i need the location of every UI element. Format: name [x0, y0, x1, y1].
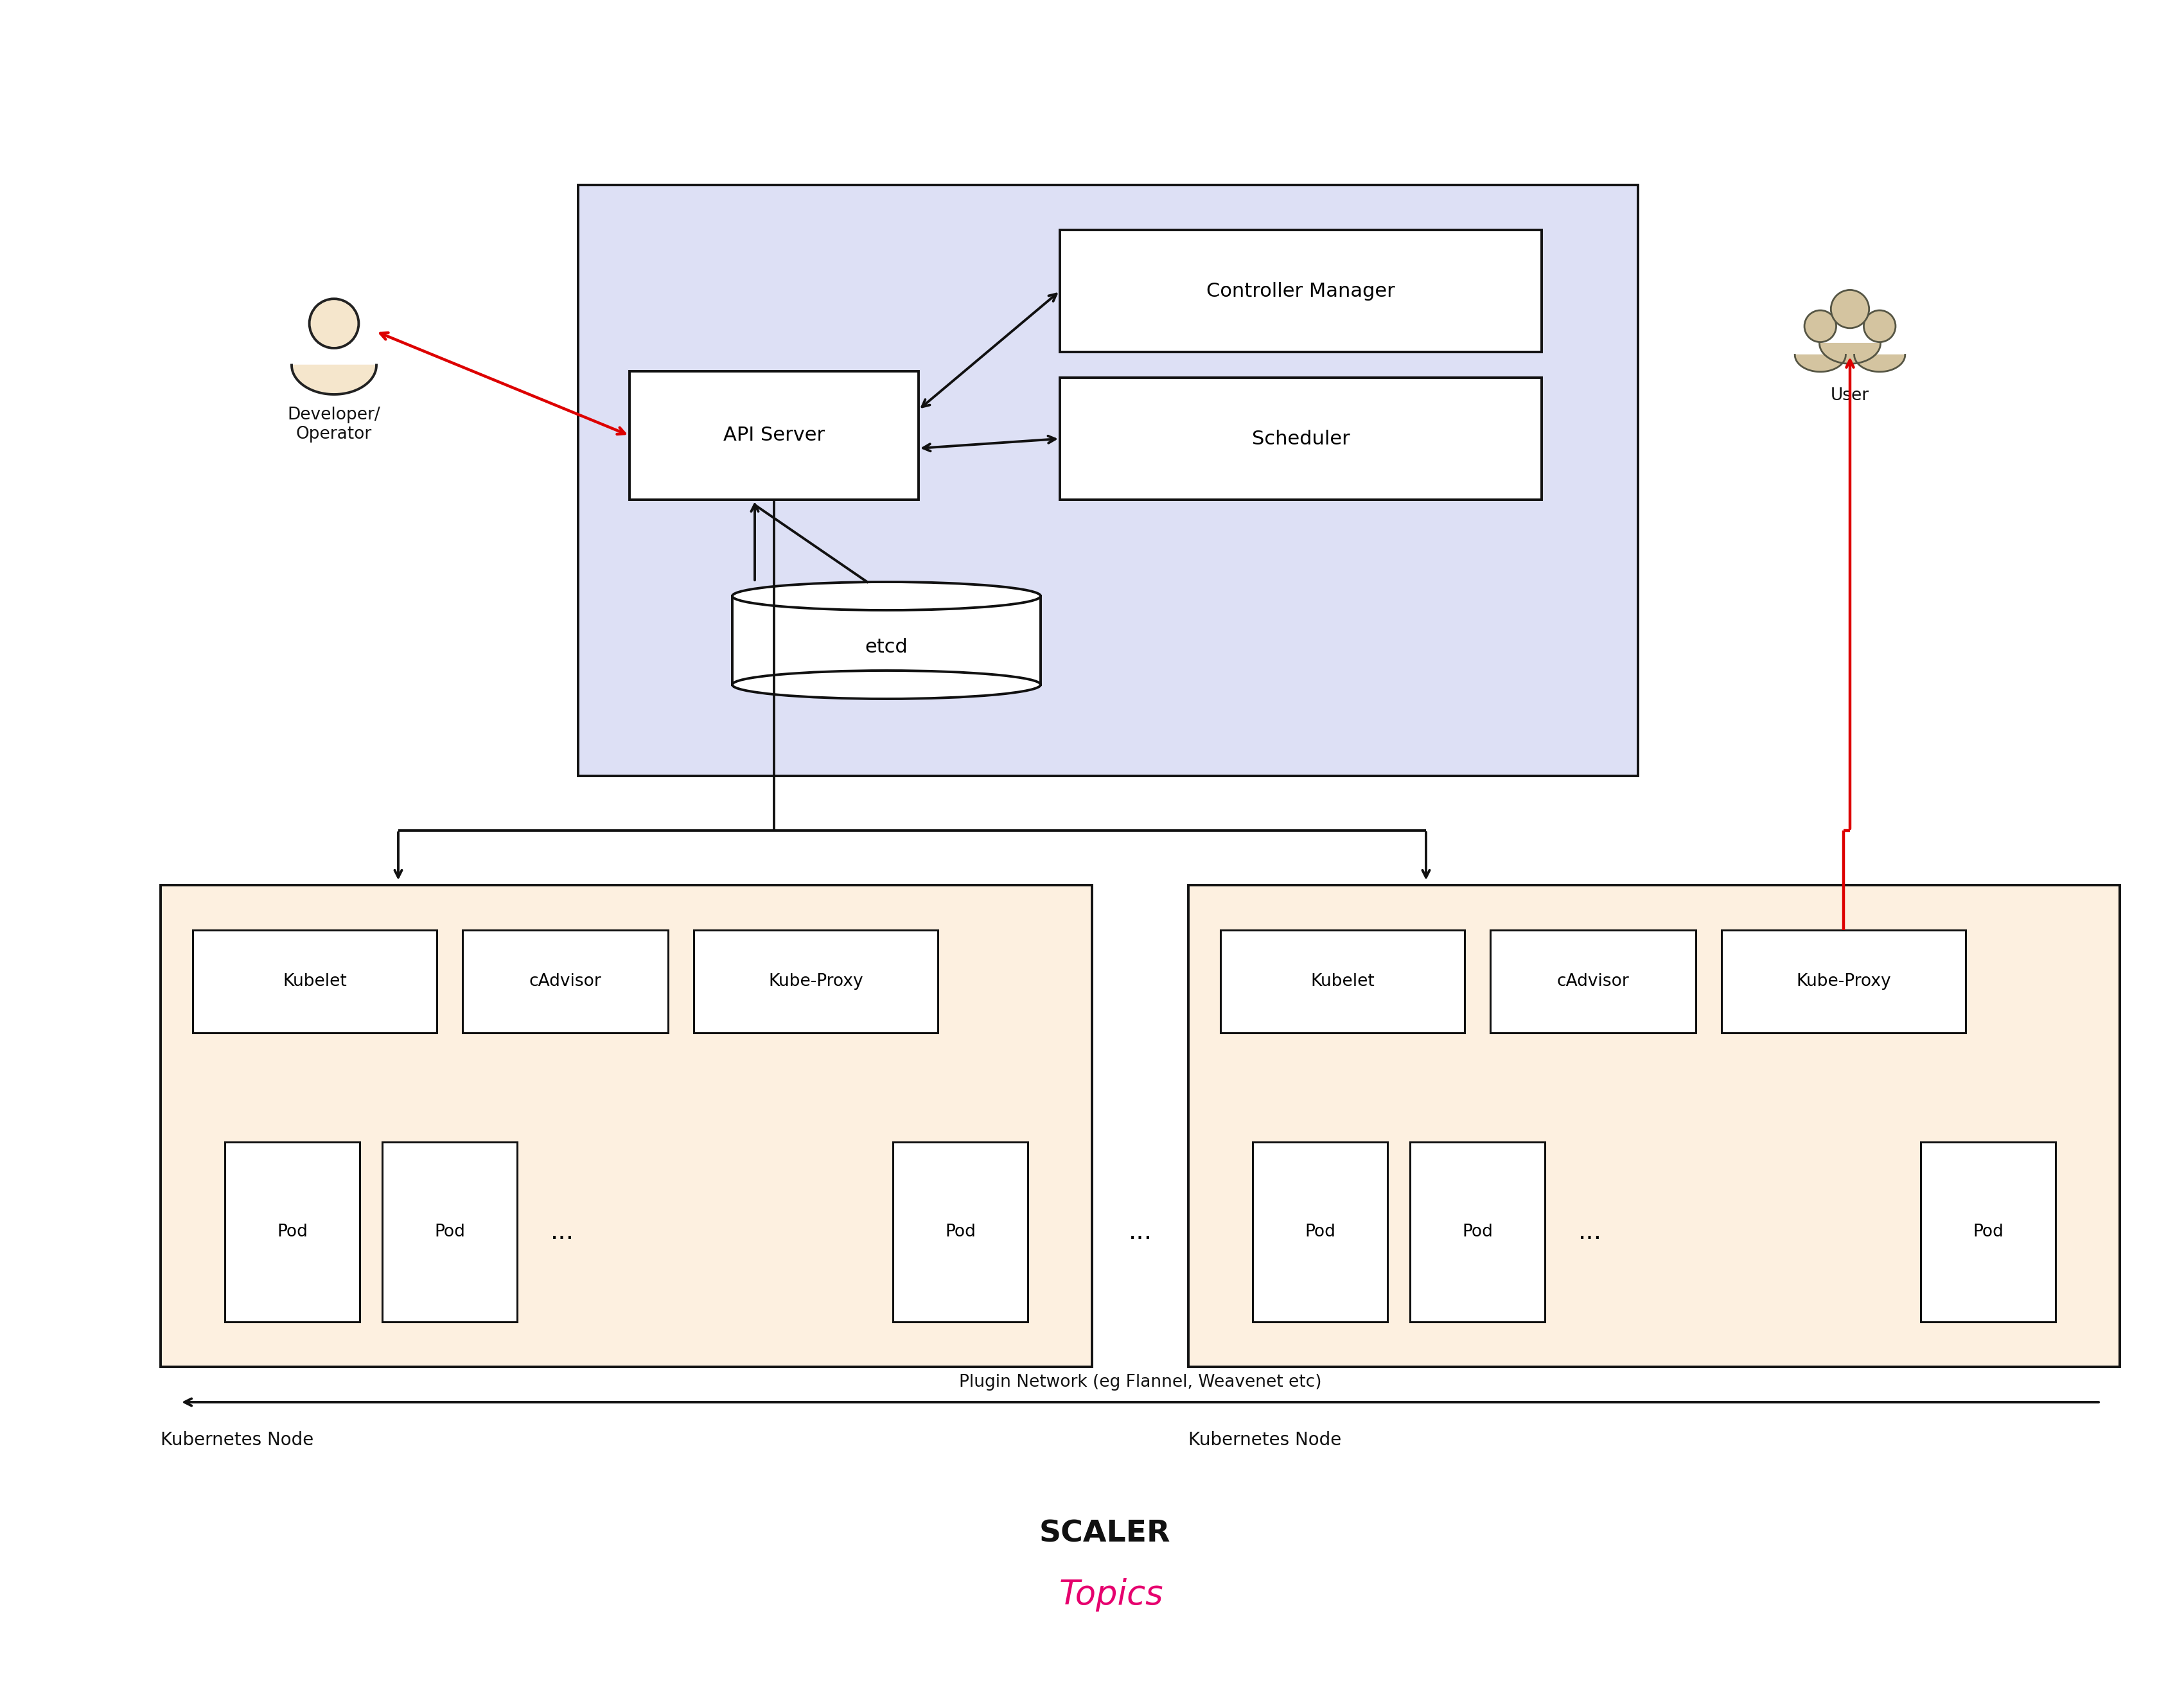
- Text: Pod: Pod: [435, 1224, 465, 1241]
- Ellipse shape: [732, 670, 1040, 699]
- Text: Pod: Pod: [946, 1224, 976, 1241]
- Text: SCALER: SCALER: [1040, 1519, 1171, 1548]
- Text: etcd: etcd: [865, 638, 909, 657]
- Text: Developer/
Operator: Developer/ Operator: [288, 407, 380, 442]
- FancyBboxPatch shape: [1059, 230, 1542, 353]
- Circle shape: [1863, 311, 1896, 343]
- FancyBboxPatch shape: [463, 930, 668, 1033]
- Text: ...: ...: [550, 1220, 574, 1244]
- Text: Kube-Proxy: Kube-Proxy: [1795, 972, 1891, 989]
- Text: Pod: Pod: [1972, 1224, 2003, 1241]
- FancyBboxPatch shape: [382, 1143, 518, 1322]
- FancyBboxPatch shape: [695, 930, 937, 1033]
- FancyBboxPatch shape: [1920, 1143, 2055, 1322]
- Text: Kubernetes Node: Kubernetes Node: [1188, 1431, 1341, 1448]
- FancyBboxPatch shape: [579, 186, 1638, 776]
- Polygon shape: [1795, 354, 1845, 371]
- Text: ...: ...: [1129, 1220, 1153, 1244]
- FancyBboxPatch shape: [893, 1143, 1029, 1322]
- Text: ...: ...: [1577, 1220, 1601, 1244]
- FancyBboxPatch shape: [1059, 378, 1542, 500]
- FancyBboxPatch shape: [732, 596, 1040, 685]
- Polygon shape: [293, 365, 376, 395]
- Text: Kube-Proxy: Kube-Proxy: [769, 972, 863, 989]
- FancyBboxPatch shape: [1188, 885, 2121, 1367]
- Text: Pod: Pod: [1304, 1224, 1334, 1241]
- Ellipse shape: [732, 582, 1040, 609]
- Text: Plugin Network (eg Flannel, Weavenet etc): Plugin Network (eg Flannel, Weavenet etc…: [959, 1374, 1321, 1391]
- Text: Kubelet: Kubelet: [1310, 972, 1374, 989]
- FancyBboxPatch shape: [1721, 930, 1966, 1033]
- FancyBboxPatch shape: [1254, 1143, 1387, 1322]
- Text: Kubelet: Kubelet: [282, 972, 347, 989]
- Circle shape: [1830, 290, 1870, 327]
- Polygon shape: [1854, 354, 1904, 371]
- FancyBboxPatch shape: [1411, 1143, 1544, 1322]
- FancyBboxPatch shape: [162, 885, 1092, 1367]
- Circle shape: [1804, 311, 1837, 343]
- Text: Pod: Pod: [277, 1224, 308, 1241]
- Polygon shape: [1819, 343, 1880, 363]
- Text: User: User: [1830, 387, 1870, 403]
- Text: Scheduler: Scheduler: [1251, 429, 1350, 447]
- Text: API Server: API Server: [723, 425, 826, 446]
- Text: Pod: Pod: [1461, 1224, 1494, 1241]
- Circle shape: [310, 299, 358, 348]
- FancyBboxPatch shape: [629, 371, 919, 500]
- Text: Kubernetes Node: Kubernetes Node: [162, 1431, 314, 1448]
- FancyBboxPatch shape: [1221, 930, 1465, 1033]
- FancyBboxPatch shape: [225, 1143, 360, 1322]
- Text: Topics: Topics: [1059, 1578, 1164, 1612]
- Text: cAdvisor: cAdvisor: [529, 972, 601, 989]
- Text: Controller Manager: Controller Manager: [1206, 282, 1396, 300]
- FancyBboxPatch shape: [1489, 930, 1695, 1033]
- FancyBboxPatch shape: [192, 930, 437, 1033]
- Text: cAdvisor: cAdvisor: [1557, 972, 1629, 989]
